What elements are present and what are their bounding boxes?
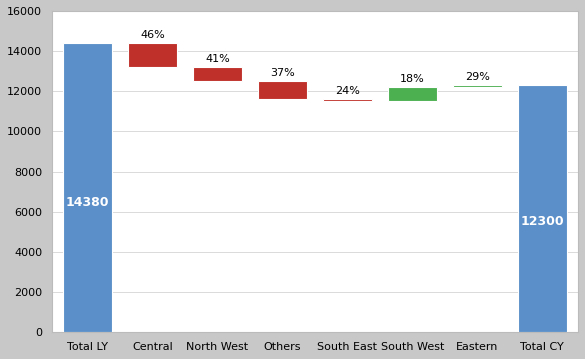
Bar [388, 87, 437, 101]
Text: 24%: 24% [335, 86, 360, 96]
Text: 41%: 41% [205, 54, 230, 64]
Bar [193, 67, 242, 81]
Text: 46%: 46% [140, 31, 165, 41]
Text: 12300: 12300 [521, 215, 564, 228]
Bar [518, 85, 567, 332]
Text: 37%: 37% [270, 68, 295, 78]
Text: 18%: 18% [400, 74, 425, 84]
Bar [323, 99, 372, 101]
Bar [453, 85, 502, 87]
Bar [63, 43, 112, 332]
Bar [128, 43, 177, 67]
Text: 29%: 29% [465, 72, 490, 82]
Bar [258, 81, 307, 99]
Text: 14380: 14380 [66, 196, 109, 209]
